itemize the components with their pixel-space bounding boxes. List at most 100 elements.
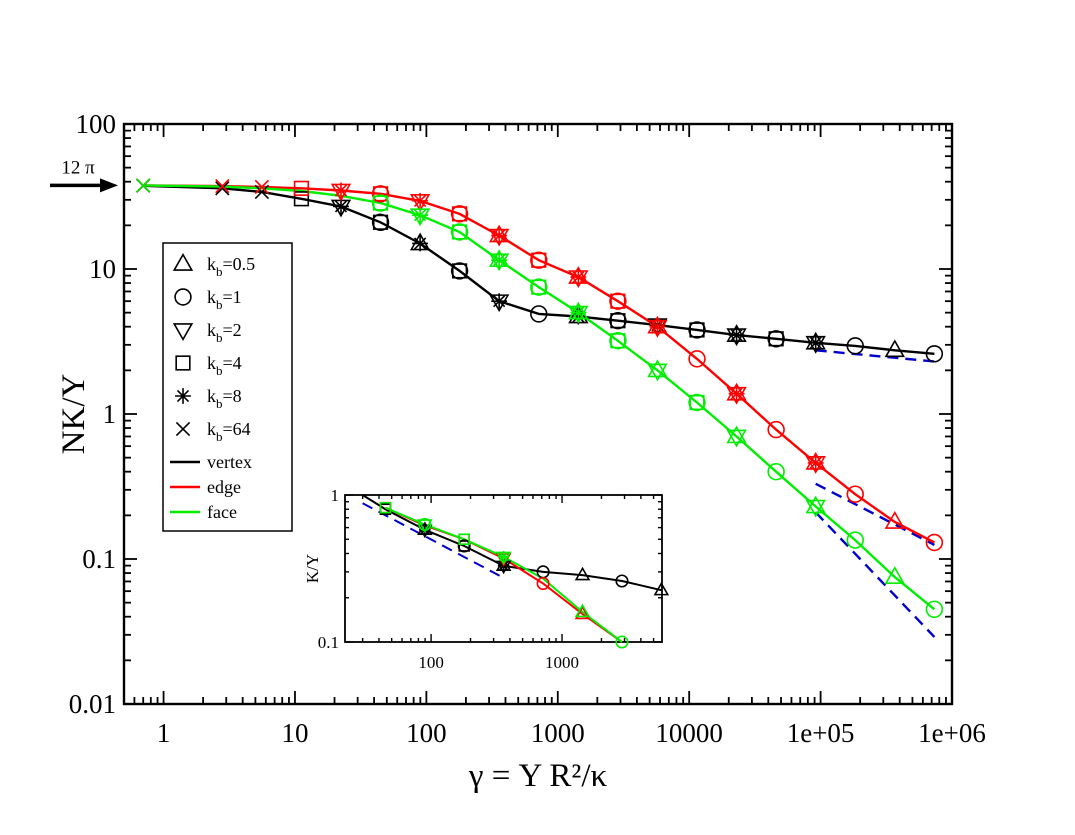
inset-point-vertex-triangle-up [653,581,670,596]
main-point-face-circle [688,393,706,412]
legend-label-rest: =8 [223,386,242,406]
legend-label: kb=1 [207,287,242,312]
legend-marker-circle [174,288,192,306]
main-point-face-square [372,195,389,211]
main-y-tick-label: 10 [89,254,116,284]
main-point-edge-circle [609,292,627,310]
main-point-vertex-triangle-up [884,339,905,358]
main-point-vertex-triangle-up [805,331,826,350]
legend: kb=0.5kb=1kb=2kb=4kb=8kb=64vertexedgefac… [162,242,293,532]
legend-marker-triangle-up [172,253,194,271]
main-point-vertex-triangle-up [409,232,431,251]
main-point-face-triangle-down [647,363,668,382]
legend-label-sub: b [216,363,223,378]
main-point-face-square [610,333,626,349]
legend-marker-asterisk [175,388,191,404]
main-point-edge-triangle-up [647,315,668,334]
inset-y-tick-label: 1 [331,486,340,505]
main-point-face-cross [136,178,151,193]
main-point-vertex-square [451,263,468,279]
legend-label-main: k [207,254,216,274]
inset-dashed-guide-line [362,502,502,578]
main-point-vertex-asterisk [807,334,824,351]
legend-label-sub: b [216,396,223,411]
main-point-edge-triangle-up [805,451,826,470]
main-x-tick-label: 10000 [655,718,723,748]
main-point-edge-asterisk [728,385,745,402]
inset-point-vertex-triangle-up [495,557,512,571]
main-point-face-triangle-down [726,429,747,448]
legend-marker-triangle-down [172,323,194,341]
legend-label: kb=64 [207,419,251,444]
main-point-edge-square [451,206,468,222]
main-point-edge-square [372,186,389,202]
legend-line-label: vertex [207,452,252,472]
main-point-vertex-square [293,191,310,207]
main-point-edge-circle [530,251,548,269]
main-point-edge-triangle-up [726,382,747,401]
main-point-vertex-cross [215,181,230,196]
main-point-face-square [531,279,547,295]
legend-label: kb=8 [207,386,242,411]
inset-series-group [362,494,670,649]
main-x-axis-title: γ = Y R²/κ [468,758,608,794]
legend-label: kb=2 [207,320,242,345]
legend-label-rest: =0.5 [223,254,256,274]
main-point-vertex-square [610,313,626,329]
legend-frame [162,242,293,532]
main-x-tick-label: 1 [157,718,171,748]
legend-label-main: k [207,287,216,307]
main-point-vertex-asterisk [412,235,429,252]
legend-label-rest: =4 [223,353,242,373]
main-point-face-triangle-up [488,249,510,268]
main-x-tick-label: 100 [406,718,447,748]
main-point-vertex-cross [254,184,270,200]
main-dashed-guide-line [814,511,936,638]
main-point-face-triangle-up [568,301,589,320]
inset-point-face-asterisk [497,551,510,563]
main-point-edge-circle [767,420,785,439]
inset-x-tick-label: 1000 [545,653,579,672]
main-point-face-asterisk [570,304,587,321]
main-x-tick-label: 10 [281,718,308,748]
inset-x-tick-label: 100 [418,653,444,672]
inset-point-face-square [379,501,392,514]
legend-line-label: face [207,502,237,522]
main-point-edge-cross [254,179,270,195]
main-point-face-circle [609,332,627,350]
main-point-face-circle [450,223,469,241]
main-point-face-square [451,224,468,240]
inset-point-face-triangle-down [417,519,433,533]
main-point-edge-cross [215,178,230,194]
main-point-vertex-circle [371,213,390,231]
main-point-edge-circle [846,485,864,503]
main-point-vertex-circle [450,262,469,280]
main-point-face-triangle-down [805,499,826,518]
legend-label-rest: =1 [223,287,242,307]
legend-marker-square [175,355,191,371]
main-y-tick-label: 1 [103,399,117,429]
legend-label-main: k [207,386,216,406]
legend-label-sub: b [216,330,223,345]
main-point-face-asterisk [491,252,508,269]
main-point-edge-asterisk [333,182,349,199]
main-point-edge-square [531,252,547,268]
main-x-tick-label: 1e+05 [787,718,855,748]
main-point-edge-triangle-up [884,511,905,529]
main-point-edge-asterisk [570,269,587,285]
main-x-tick-label: 1e+06 [918,718,986,748]
main-point-edge-square [610,293,626,309]
main-point-edge-triangle-up [488,224,510,243]
main-point-vertex-circle [925,345,944,363]
main-point-face-triangle-up [884,566,905,584]
legend-marker-cross [175,421,191,437]
main-point-vertex-circle [688,321,706,339]
main-point-vertex-circle [767,330,785,348]
legend-label-sub: b [216,297,223,312]
main-point-edge-circle [925,533,944,552]
legend-label: kb=4 [207,353,242,378]
main-point-face-circle [530,278,548,296]
main-point-face-triangle-up [726,425,747,444]
